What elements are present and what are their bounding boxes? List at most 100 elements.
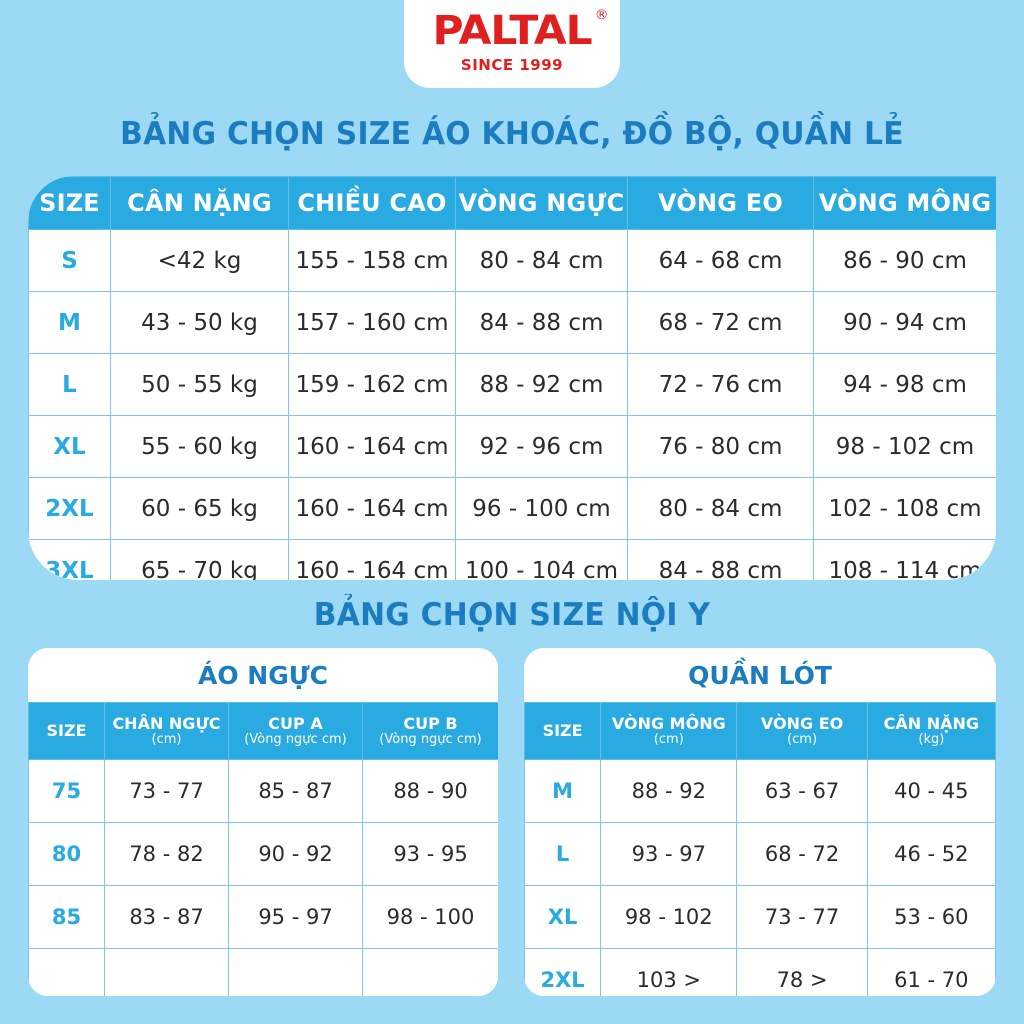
cell-height: 159 - 162 cm <box>288 353 456 416</box>
header-hip: VÒNG MÔNG (cm) <box>600 702 738 760</box>
cell-waist: 68 - 72 <box>736 822 868 886</box>
cell-height: 155 - 158 cm <box>288 229 456 292</box>
header-cup-a: CUP A (Vòng ngực cm) <box>228 702 363 760</box>
panty-table-header-row: SIZE VÒNG MÔNG (cm) VÒNG EO (cm) CÂN NẶN… <box>524 702 996 760</box>
cell-hip: 93 - 97 <box>600 822 738 886</box>
brand-name: PALTAL ® <box>432 7 608 54</box>
cell-weight: 60 - 65 kg <box>110 477 289 540</box>
cell-waist: 84 - 88 cm <box>627 539 814 580</box>
header-bust: VÒNG NGỰC <box>455 176 628 230</box>
cell-weight: 40 - 45 <box>866 759 996 823</box>
main-size-table-container: SIZE CÂN NẶNG CHIỀU CAO VÒNG NGỰC VÒNG E… <box>28 176 996 580</box>
cell-size: 3XL <box>28 539 111 580</box>
cell-size: 80 <box>28 822 105 886</box>
brand-tagline: SINCE 1999 <box>460 55 564 74</box>
cell-height: 157 - 160 cm <box>288 291 456 354</box>
table-row: 85 83 - 87 95 - 97 98 - 100 <box>28 885 498 949</box>
cell-cup-b <box>362 948 498 996</box>
table-row: L 50 - 55 kg 159 - 162 cm 88 - 92 cm 72 … <box>28 353 996 416</box>
header-hip-unit: (cm) <box>653 731 684 747</box>
cell-cup-b: 93 - 95 <box>362 822 498 886</box>
cell-weight: 61 - 70 <box>866 948 996 996</box>
main-section-title: BẢNG CHỌN SIZE ÁO KHOÁC, ĐỒ BỘ, QUẦN LẺ <box>120 116 904 152</box>
header-height: CHIỀU CAO <box>288 176 456 230</box>
table-row: XL 55 - 60 kg 160 - 164 cm 92 - 96 cm 76… <box>28 415 996 478</box>
registered-trademark-icon: ® <box>594 7 609 23</box>
bra-table-title: ÁO NGỰC <box>28 648 498 702</box>
cell-hip: 98 - 102 cm <box>813 415 996 478</box>
cell-cup-a <box>228 948 363 996</box>
header-size-label: SIZE <box>542 720 583 740</box>
main-table-head: SIZE CÂN NẶNG CHIỀU CAO VÒNG NGỰC VÒNG E… <box>28 176 996 230</box>
cell-cup-b: 88 - 90 <box>362 759 498 823</box>
cell-waist: 64 - 68 cm <box>627 229 814 292</box>
cell-hip: 86 - 90 cm <box>813 229 996 292</box>
cell-underbust <box>104 948 229 996</box>
header-waist: VÒNG EO <box>627 176 814 230</box>
cell-weight: 65 - 70 kg <box>110 539 289 580</box>
cell-cup-a: 95 - 97 <box>228 885 363 949</box>
header-waist: VÒNG EO (cm) <box>736 702 868 760</box>
bra-size-table-container: ÁO NGỰC SIZE CHÂN NGỰC (cm) CUP A (Vòng … <box>28 648 498 996</box>
table-row: 80 78 - 82 90 - 92 93 - 95 <box>28 822 498 886</box>
panty-size-table-container: QUẦN LÓT SIZE VÒNG MÔNG (cm) VÒNG EO (cm… <box>524 648 996 996</box>
table-row: L 93 - 97 68 - 72 46 - 52 <box>524 822 996 886</box>
main-table-header-row: SIZE CÂN NẶNG CHIỀU CAO VÒNG NGỰC VÒNG E… <box>28 176 996 230</box>
cell-size: XL <box>28 415 111 478</box>
cell-bust: 92 - 96 cm <box>455 415 628 478</box>
cell-bust: 88 - 92 cm <box>455 353 628 416</box>
table-row: M 88 - 92 63 - 67 40 - 45 <box>524 759 996 823</box>
cell-size: L <box>524 822 602 886</box>
table-row-empty <box>28 948 498 996</box>
table-row: 2XL 103 > 78 > 61 - 70 <box>524 948 996 996</box>
cell-underbust: 78 - 82 <box>104 822 229 886</box>
brand-name-text: PALTAL <box>432 7 592 54</box>
brand-logo-card: PALTAL ® SINCE 1999 <box>404 0 620 88</box>
cell-size: L <box>28 353 111 416</box>
cell-size: 85 <box>28 885 105 949</box>
bra-table-header-row: SIZE CHÂN NGỰC (cm) CUP A (Vòng ngực cm)… <box>28 702 498 760</box>
cell-bust: 100 - 104 cm <box>455 539 628 580</box>
cell-size <box>28 948 105 996</box>
header-cup-a-label: CUP A <box>268 713 323 733</box>
main-size-table: SIZE CÂN NẶNG CHIỀU CAO VÒNG NGỰC VÒNG E… <box>28 176 996 580</box>
cell-cup-b: 98 - 100 <box>362 885 498 949</box>
innerwear-section-title: BẢNG CHỌN SIZE NỘI Y <box>313 597 711 633</box>
cell-bust: 80 - 84 cm <box>455 229 628 292</box>
cell-waist: 68 - 72 cm <box>627 291 814 354</box>
cell-waist: 73 - 77 <box>736 885 868 949</box>
cell-cup-a: 90 - 92 <box>228 822 363 886</box>
cell-size: 2XL <box>524 948 602 996</box>
cell-size: M <box>524 759 602 823</box>
table-row: XL 98 - 102 73 - 77 53 - 60 <box>524 885 996 949</box>
cell-weight: 43 - 50 kg <box>110 291 289 354</box>
header-size: SIZE <box>28 702 105 760</box>
cell-hip: 103 > <box>600 948 738 996</box>
cell-waist: 63 - 67 <box>736 759 868 823</box>
cell-size: 2XL <box>28 477 111 540</box>
cell-weight: 55 - 60 kg <box>110 415 289 478</box>
cell-size: XL <box>524 885 602 949</box>
header-cup-b-label: CUP B <box>403 713 458 733</box>
cell-hip: 98 - 102 <box>600 885 738 949</box>
header-weight: CÂN NẶNG <box>110 176 289 230</box>
cell-size: 75 <box>28 759 105 823</box>
cell-height: 160 - 164 cm <box>288 539 456 580</box>
table-row: 3XL 65 - 70 kg 160 - 164 cm 100 - 104 cm… <box>28 539 996 580</box>
header-underbust: CHÂN NGỰC (cm) <box>104 702 229 760</box>
header-cup-a-unit: (Vòng ngực cm) <box>244 731 347 747</box>
cell-size: S <box>28 229 111 292</box>
header-hip: VÒNG MÔNG <box>813 176 996 230</box>
bra-table-head: SIZE CHÂN NGỰC (cm) CUP A (Vòng ngực cm)… <box>28 702 498 760</box>
header-underbust-label: CHÂN NGỰC <box>112 713 221 733</box>
cell-hip: 94 - 98 cm <box>813 353 996 416</box>
cell-size: M <box>28 291 111 354</box>
header-underbust-unit: (cm) <box>151 731 182 747</box>
header-cup-b: CUP B (Vòng ngực cm) <box>362 702 498 760</box>
bra-table-body: 75 73 - 77 85 - 87 88 - 90 80 78 - 82 90… <box>28 759 498 996</box>
cell-underbust: 73 - 77 <box>104 759 229 823</box>
main-table-body: S <42 kg 155 - 158 cm 80 - 84 cm 64 - 68… <box>28 229 996 580</box>
cell-weight: 50 - 55 kg <box>110 353 289 416</box>
table-row: 75 73 - 77 85 - 87 88 - 90 <box>28 759 498 823</box>
header-size-label: SIZE <box>46 720 87 740</box>
